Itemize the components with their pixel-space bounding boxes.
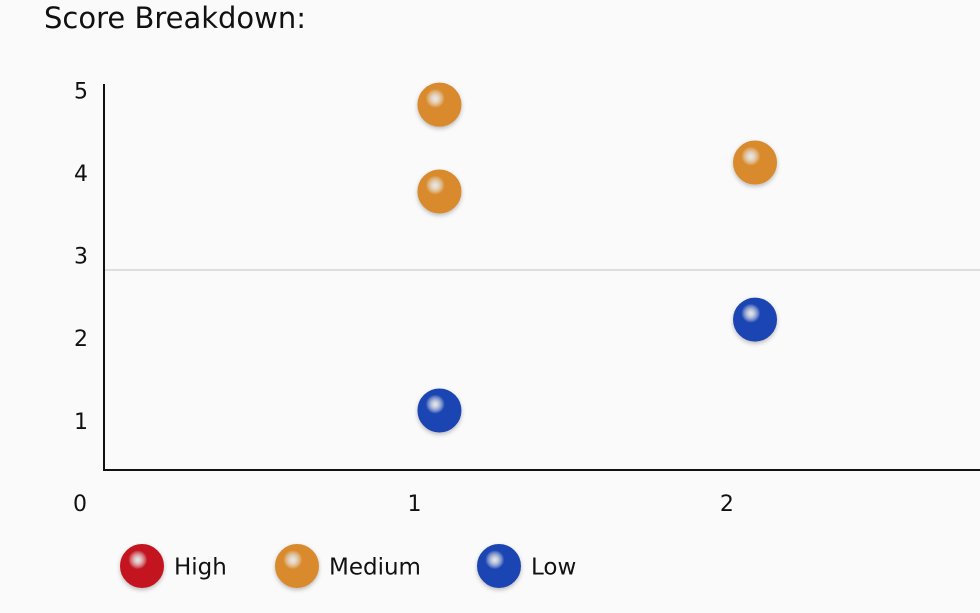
legend-marker <box>275 544 319 588</box>
chart-title: Score Breakdown: <box>44 1 306 35</box>
legend-label: High <box>174 555 227 581</box>
y-tick-label: 4 <box>74 162 88 187</box>
x-tick-label: 0 <box>73 492 87 517</box>
data-point <box>417 82 462 127</box>
data-point <box>417 388 462 433</box>
x-tick-label: 1 <box>407 492 421 517</box>
legend-marker <box>120 544 164 588</box>
legend-marker <box>477 544 521 588</box>
data-point <box>733 297 778 342</box>
data-point <box>733 140 778 185</box>
legend-label: Low <box>531 555 576 581</box>
y-tick-label: 3 <box>74 245 88 270</box>
data-point <box>417 169 462 214</box>
y-tick-label: 5 <box>74 79 88 104</box>
y-tick-label: 1 <box>74 410 88 435</box>
y-tick-label: 2 <box>74 327 88 352</box>
x-tick-label: 2 <box>720 492 734 517</box>
legend-label: Medium <box>329 555 421 581</box>
